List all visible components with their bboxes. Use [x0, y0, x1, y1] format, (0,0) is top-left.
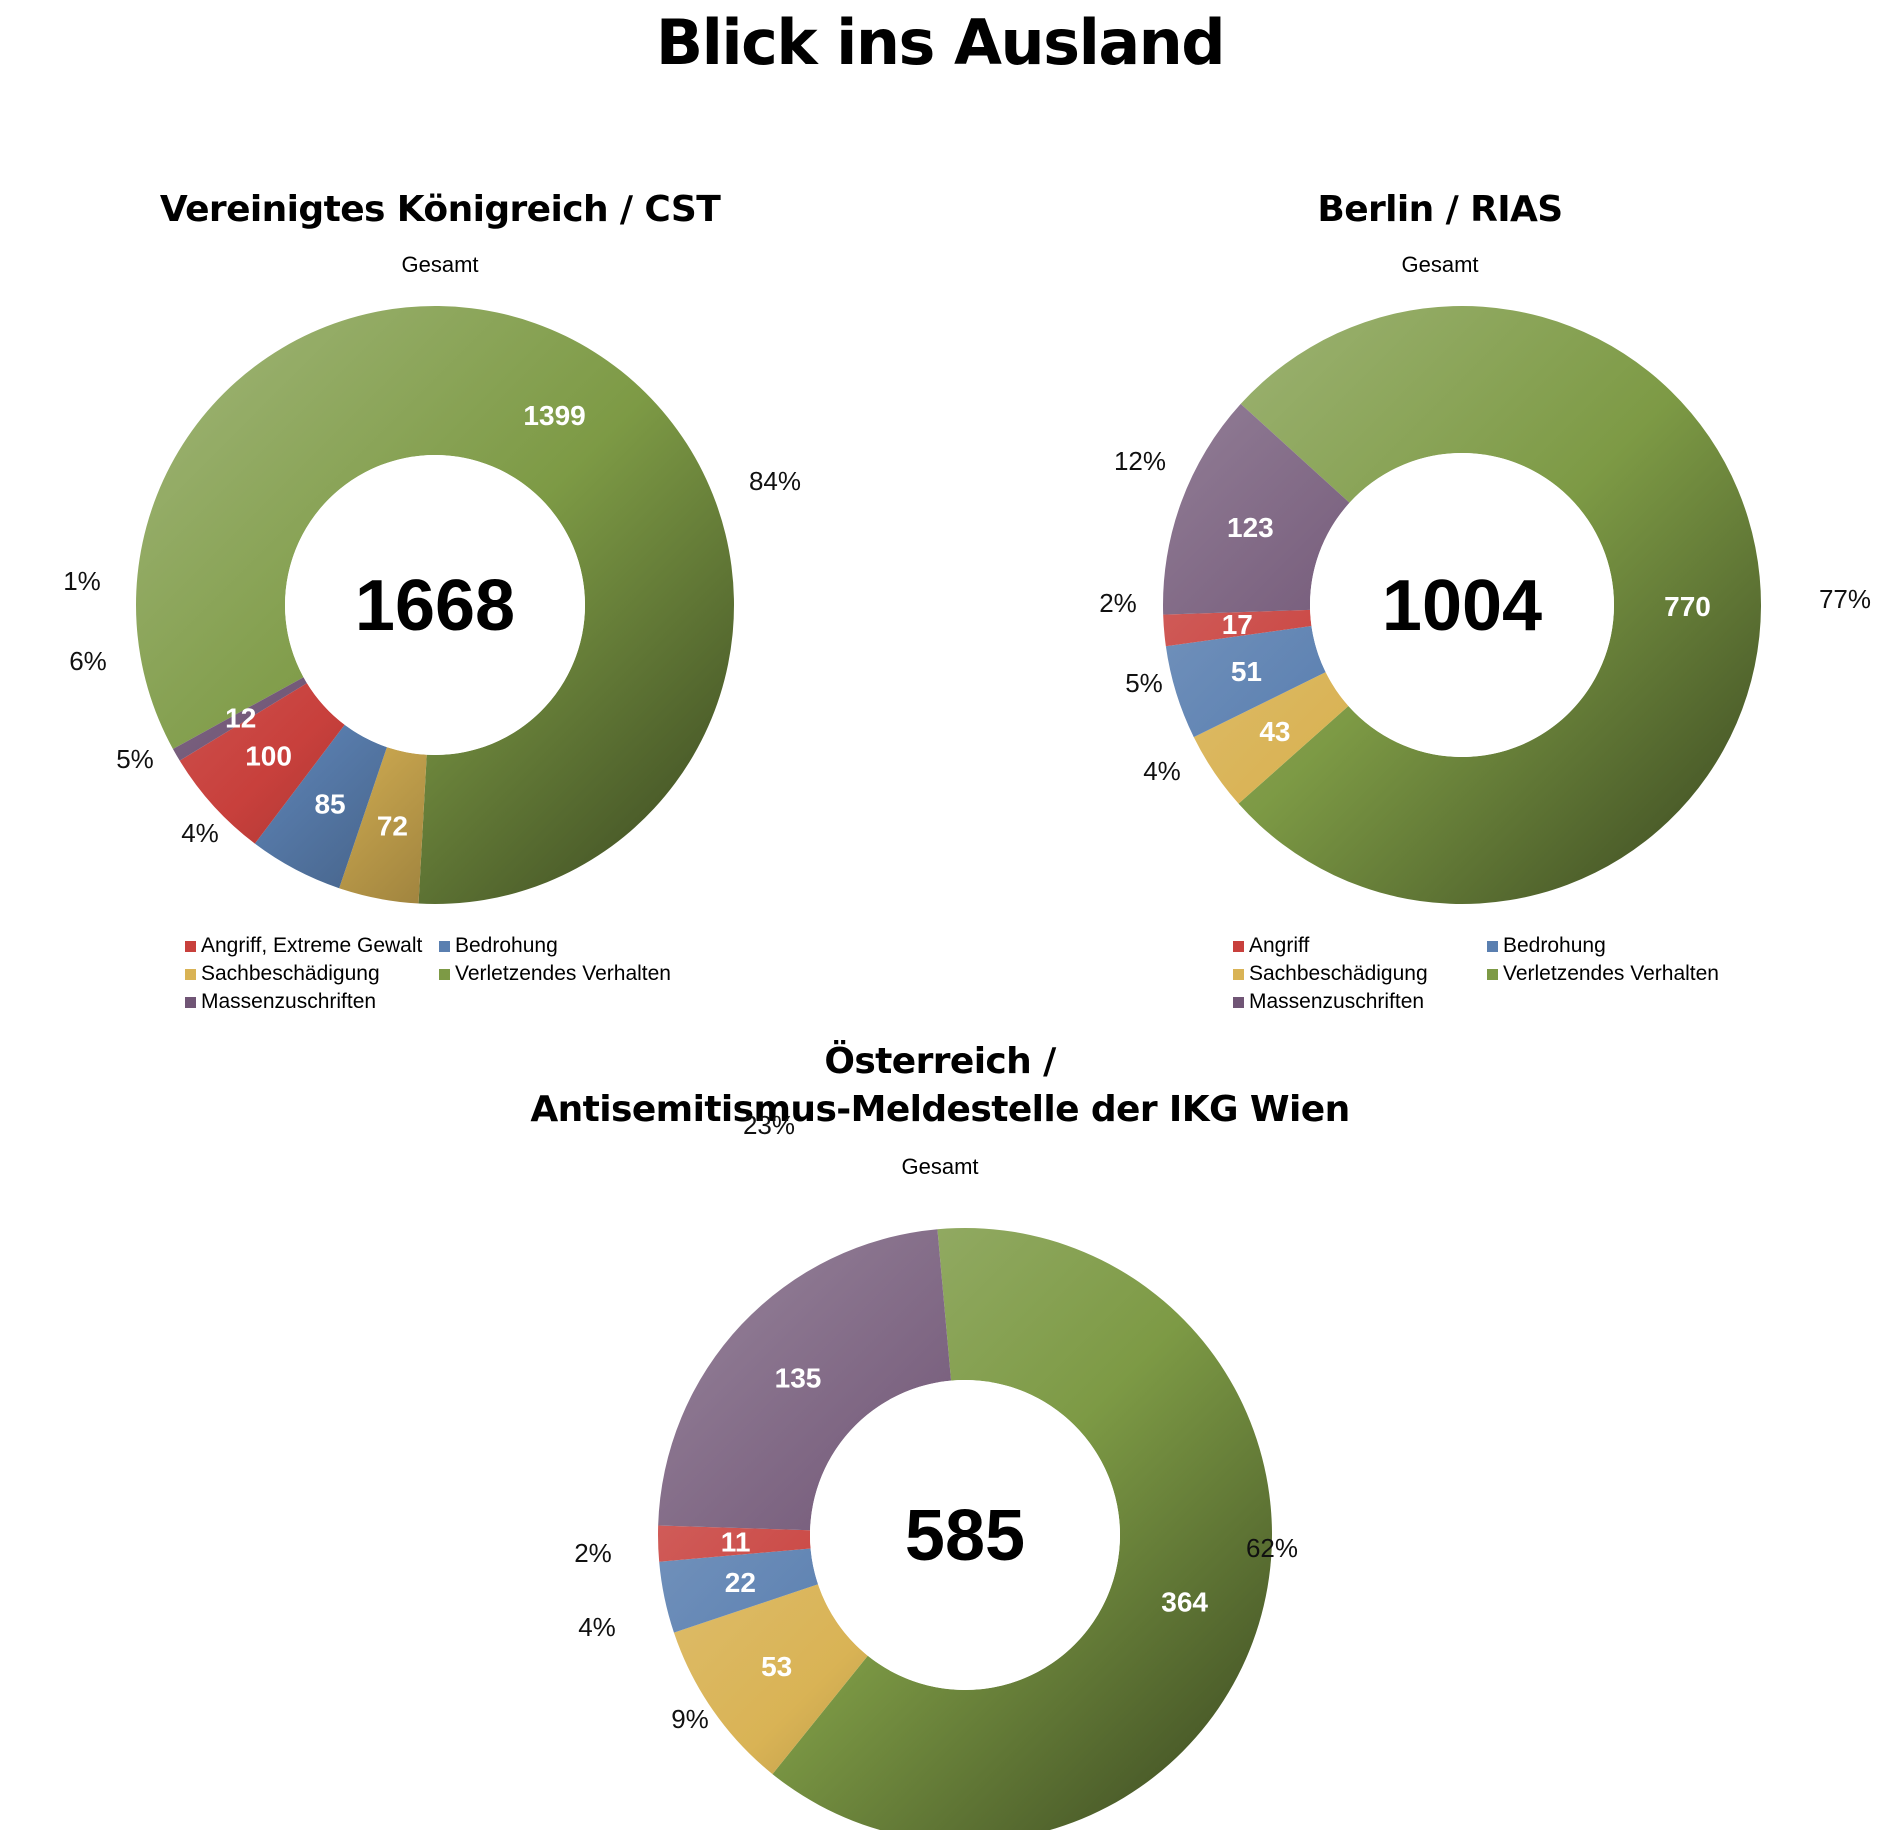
- pct-label-bedrohung: 5%: [116, 744, 154, 774]
- slice-verletzendes-verhalten: [772, 1228, 1272, 1830]
- chart-subtitle: Gesamt: [401, 252, 479, 277]
- value-label-sachbeschaedigung: 72: [377, 810, 408, 841]
- legend-item-bedrohung: Bedrohung: [439, 934, 699, 958]
- value-label-bedrohung: 51: [1231, 656, 1262, 687]
- slice-sachbeschaedigung: [673, 1584, 868, 1775]
- value-label-sachbeschaedigung: 43: [1259, 716, 1290, 747]
- legend-label: Angriff, Extreme Gewalt: [201, 934, 423, 957]
- pct-label-angriff: 2%: [574, 1538, 612, 1568]
- donut-hole: [1310, 453, 1614, 757]
- legend-swatch: [1233, 996, 1244, 1008]
- value-label-angriff: 11: [721, 1526, 751, 1557]
- slice-sachbeschaedigung: [339, 747, 427, 904]
- legend-swatch: [185, 968, 196, 980]
- legend-item-angriff: Angriff: [1233, 934, 1487, 958]
- legend-swatch: [1487, 940, 1498, 952]
- chart-title: Vereinigtes Königreich / CST: [159, 189, 721, 230]
- total-label: 1004: [1382, 566, 1542, 646]
- chart-panel-berlin: Berlin / RIAS Gesamt 770 77% 43 4% 51 5% 17 2% 1…: [1000, 0, 1880, 1040]
- slice-angriff: [658, 1525, 811, 1562]
- slice-angriff-extreme-gewalt: [179, 683, 345, 844]
- value-label-angriff: 17: [1222, 609, 1253, 640]
- legend-label: Massenzuschriften: [1249, 990, 1425, 1013]
- pct-label-massenzuschriften: 1%: [63, 566, 101, 596]
- legend-item-massenzuschriften: Massenzuschriften: [1233, 990, 1487, 1014]
- slice-verletzendes-verhalten: [1238, 306, 1761, 904]
- slice-sachbeschaedigung: [1193, 672, 1349, 804]
- value-label-massenzuschriften: 135: [775, 1363, 822, 1394]
- chart-title: Österreich / Antisemitismus-Meldestelle …: [530, 1041, 1350, 1130]
- donut-hole: [285, 455, 585, 755]
- pct-label-angriff-extreme-gewalt: 6%: [69, 646, 107, 676]
- donut-chart-austria: 364 62% 53 9% 22 4% 11 2% 135 23% 585: [574, 1110, 1298, 1830]
- total-label: 1668: [355, 566, 515, 646]
- legend-label: Massenzuschriften: [201, 990, 377, 1013]
- legend-item-sachbeschaedigung: Sachbeschädigung: [1233, 962, 1487, 986]
- chart-legend: Angriff Bedrohung Sachbeschädigung Verletze…: [1233, 934, 1747, 1014]
- legend-label: Bedrohung: [455, 934, 558, 957]
- legend-item-angriff-extreme-gewalt: Angriff, Extreme Gewalt: [185, 934, 439, 958]
- legend-item-verletzendes-verhalten: Verletzendes Verhalten: [439, 962, 699, 986]
- slice-angriff: [1163, 609, 1312, 647]
- pct-label-bedrohung: 5%: [1125, 668, 1163, 698]
- legend-item-massenzuschriften: Massenzuschriften: [185, 990, 439, 1014]
- legend-label: Verletzendes Verhalten: [1503, 962, 1719, 985]
- chart-subtitle: Gesamt: [1401, 252, 1479, 277]
- donut-chart-uk: 1399 84% 72 4% 85 5% 100 6% 12 1% 1668: [63, 305, 801, 904]
- pct-label-verletzendes-verhalten: 62%: [1246, 1533, 1298, 1563]
- legend-label: Bedrohung: [1503, 934, 1606, 957]
- pct-label-bedrohung: 4%: [578, 1612, 616, 1642]
- legend-label: Sachbeschädigung: [201, 962, 380, 985]
- pct-label-sachbeschaedigung: 4%: [181, 818, 219, 848]
- value-label-bedrohung: 85: [314, 788, 345, 819]
- slice-massenzuschriften: [172, 677, 307, 761]
- legend-label: Angriff: [1249, 934, 1310, 957]
- value-label-massenzuschriften: 12: [225, 703, 256, 734]
- legend-swatch: [185, 940, 196, 952]
- value-label-massenzuschriften: 123: [1227, 512, 1274, 543]
- chart-panel-uk: Vereinigtes Königreich / CST Gesamt 1399…: [0, 0, 880, 1040]
- slice-massenzuschriften: [658, 1229, 952, 1531]
- legend-item-sachbeschaedigung: Sachbeschädigung: [185, 962, 439, 986]
- legend-swatch: [185, 996, 196, 1008]
- value-label-verletzendes-verhalten: 770: [1664, 591, 1711, 622]
- legend-swatch: [1233, 968, 1244, 980]
- legend-item-bedrohung: Bedrohung: [1487, 934, 1747, 958]
- legend-swatch: [1487, 968, 1498, 980]
- slice-verletzendes-verhalten: [135, 305, 735, 904]
- value-label-verletzendes-verhalten: 364: [1161, 1586, 1208, 1617]
- value-label-angriff-extreme-gewalt: 100: [245, 741, 292, 772]
- chart-panel-austria: Österreich / Antisemitismus-Meldestelle …: [470, 1030, 1410, 1830]
- pct-label-verletzendes-verhalten: 84%: [749, 466, 801, 496]
- legend-label: Verletzendes Verhalten: [455, 962, 671, 985]
- total-label: 585: [905, 1496, 1025, 1576]
- chart-title: Berlin / RIAS: [1317, 189, 1563, 230]
- slice-massenzuschriften: [1163, 403, 1350, 615]
- pct-label-sachbeschaedigung: 4%: [1143, 756, 1181, 786]
- chart-subtitle: Gesamt: [901, 1154, 979, 1179]
- legend-swatch: [1233, 940, 1244, 952]
- pct-label-verletzendes-verhalten: 77%: [1819, 584, 1871, 614]
- value-label-bedrohung: 22: [725, 1567, 756, 1598]
- value-label-verletzendes-verhalten: 1399: [523, 400, 585, 431]
- donut-chart-berlin: 770 77% 43 4% 51 5% 17 2% 123 12% 1004: [1099, 306, 1871, 904]
- pct-label-sachbeschaedigung: 9%: [671, 1704, 709, 1734]
- donut-hole: [810, 1380, 1120, 1690]
- legend-item-verletzendes-verhalten: Verletzendes Verhalten: [1487, 962, 1747, 986]
- slice-bedrohung: [659, 1548, 819, 1633]
- page-title: Blick ins Ausland: [655, 6, 1226, 79]
- legend-label: Sachbeschädigung: [1249, 962, 1428, 985]
- chart-legend: Angriff, Extreme Gewalt Bedrohung Sachbesc…: [185, 934, 699, 1014]
- legend-swatch: [439, 940, 450, 952]
- legend-swatch: [439, 968, 450, 980]
- pct-label-angriff: 2%: [1099, 588, 1137, 618]
- value-label-sachbeschaedigung: 53: [761, 1651, 792, 1682]
- slice-bedrohung: [1165, 625, 1326, 738]
- pct-label-massenzuschriften: 12%: [1114, 446, 1166, 476]
- slice-bedrohung: [254, 724, 387, 889]
- pct-label-massenzuschriften: 23%: [743, 1110, 795, 1140]
